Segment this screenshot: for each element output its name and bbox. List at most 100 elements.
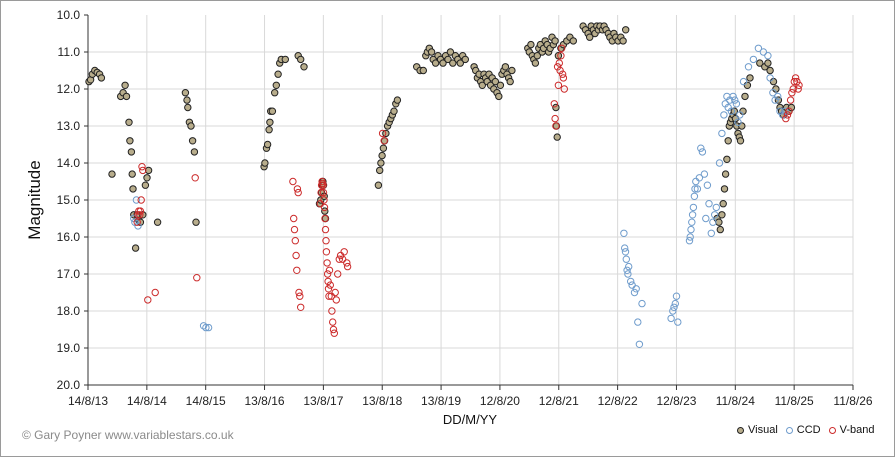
visual-point bbox=[188, 137, 197, 145]
ccd-point bbox=[700, 170, 709, 178]
visual-point bbox=[419, 66, 427, 75]
grid-layer bbox=[88, 15, 854, 385]
v-band-point bbox=[320, 203, 329, 212]
v-band-point bbox=[133, 218, 141, 226]
v-band-point bbox=[323, 270, 332, 278]
v-band-point bbox=[294, 188, 302, 197]
visual-point bbox=[746, 74, 754, 82]
ccd-point bbox=[744, 63, 753, 71]
y-tick-label: 14.0 bbox=[57, 156, 81, 170]
v-band-point bbox=[326, 281, 334, 289]
ccd-point bbox=[736, 111, 744, 119]
ccd-point bbox=[627, 277, 635, 286]
visual-point bbox=[721, 170, 730, 178]
v-band-point bbox=[289, 177, 297, 186]
ccd-point bbox=[687, 225, 695, 234]
visual-point bbox=[184, 103, 192, 112]
points-layer bbox=[85, 22, 803, 348]
ccd-point bbox=[703, 181, 712, 189]
visual-point bbox=[266, 118, 274, 127]
ccd-point bbox=[754, 44, 763, 52]
x-tick-label: 11/8/24 bbox=[716, 394, 755, 408]
visual-point bbox=[274, 70, 282, 78]
ccd-point bbox=[670, 303, 678, 311]
x-tick-label: 12/8/23 bbox=[656, 394, 696, 408]
vband-marker-icon bbox=[828, 426, 836, 434]
visual-point bbox=[261, 159, 269, 167]
v-band-point bbox=[316, 200, 324, 208]
v-band-point bbox=[378, 129, 387, 138]
ccd-point bbox=[672, 292, 681, 300]
v-band-point bbox=[557, 52, 565, 60]
v-band-point bbox=[343, 262, 352, 271]
x-tick-label: 13/8/17 bbox=[303, 394, 343, 408]
v-band-point bbox=[789, 85, 797, 93]
ccd-point bbox=[204, 323, 213, 332]
ccd-point bbox=[781, 107, 789, 115]
visual-point bbox=[127, 148, 136, 156]
series-ccd bbox=[130, 44, 789, 348]
visual-point bbox=[508, 66, 516, 75]
ccd-point bbox=[634, 318, 642, 326]
ccd-point bbox=[674, 318, 682, 326]
visual-point bbox=[97, 74, 106, 82]
visual-point bbox=[271, 89, 279, 97]
visual-point bbox=[787, 103, 796, 112]
ccd-point bbox=[690, 192, 699, 201]
visual-point bbox=[531, 59, 540, 67]
visual-point bbox=[491, 77, 500, 86]
v-band-point bbox=[794, 85, 802, 93]
x-tick-label: 13/8/16 bbox=[245, 394, 285, 408]
visual-point bbox=[390, 107, 398, 115]
ccd-point bbox=[720, 111, 728, 119]
visual-point bbox=[153, 218, 162, 226]
v-band-point bbox=[791, 74, 800, 82]
ccd-point bbox=[628, 281, 636, 289]
y-tick-label: 16.0 bbox=[57, 230, 81, 244]
v-band-point bbox=[343, 259, 351, 267]
visual-point bbox=[268, 107, 277, 115]
visual-point bbox=[720, 185, 729, 193]
ccd-point bbox=[625, 262, 633, 271]
v-band-point bbox=[793, 77, 801, 86]
series-visual bbox=[85, 22, 796, 252]
visual-point bbox=[552, 103, 560, 112]
ccd-point bbox=[669, 307, 677, 315]
x-tick-label: 11/8/26 bbox=[833, 394, 872, 408]
x-axis-title: DD/M/YY bbox=[443, 412, 498, 427]
visual-point bbox=[141, 181, 150, 189]
visual-point bbox=[622, 26, 630, 34]
v-band-point bbox=[335, 255, 343, 263]
ccd-point bbox=[632, 285, 640, 293]
ccd-point bbox=[689, 203, 698, 212]
v-band-point bbox=[550, 100, 558, 108]
v-band-point bbox=[786, 96, 795, 104]
credit-text: © Gary Poyner www.variablestars.co.uk bbox=[22, 428, 234, 442]
ccd-point bbox=[732, 100, 741, 108]
visual-point bbox=[108, 170, 116, 178]
v-band-point bbox=[293, 185, 302, 193]
visual-point bbox=[439, 59, 447, 67]
y-tick-label: 13.0 bbox=[57, 119, 81, 133]
ccd-point bbox=[688, 218, 696, 226]
visual-point bbox=[724, 137, 732, 145]
visual-point bbox=[297, 55, 305, 64]
ccd-point bbox=[739, 77, 748, 86]
visual-point bbox=[128, 170, 136, 178]
v-band-point bbox=[558, 70, 567, 78]
ccd-point bbox=[671, 299, 679, 308]
ccd-point bbox=[692, 177, 700, 186]
x-tick-label: 12/8/22 bbox=[598, 394, 638, 408]
ccd-point bbox=[702, 214, 710, 223]
visual-point bbox=[272, 81, 280, 90]
ccd-point bbox=[621, 244, 629, 252]
legend-item-vband: V-band bbox=[828, 424, 874, 436]
visual-point bbox=[501, 63, 510, 71]
x-tick-label: 12/8/21 bbox=[539, 394, 579, 408]
y-tick-label: 19.0 bbox=[57, 341, 81, 355]
v-band-point bbox=[324, 277, 332, 286]
v-band-point bbox=[321, 225, 330, 234]
ccd-point bbox=[630, 288, 639, 297]
ccd-point bbox=[685, 237, 694, 245]
